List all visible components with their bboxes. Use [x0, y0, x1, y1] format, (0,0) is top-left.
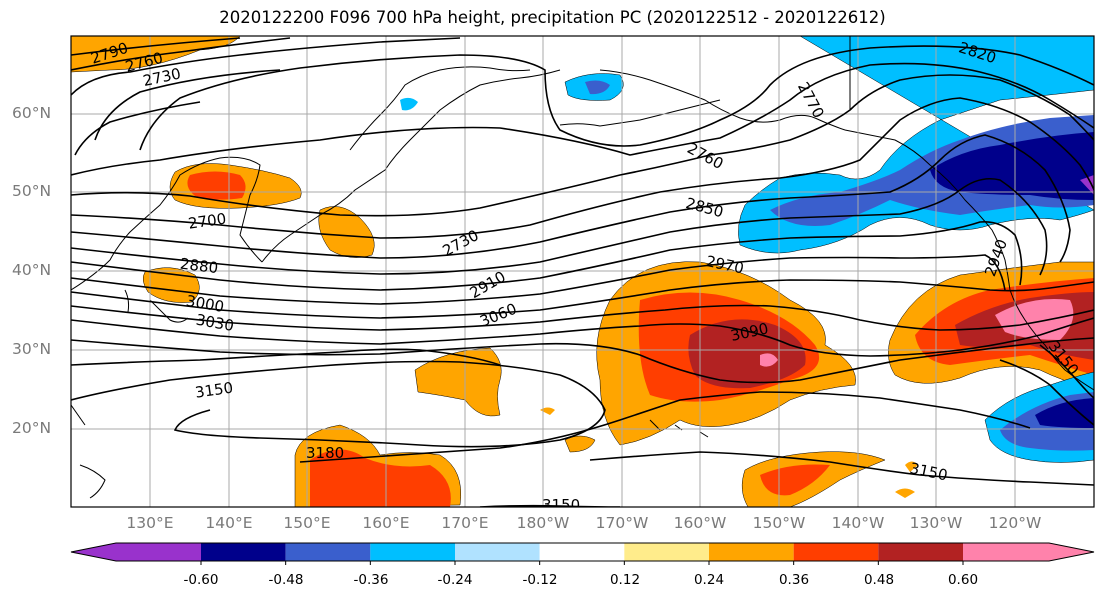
lat-label: 60°N [12, 104, 52, 122]
lon-label: 170°W [595, 514, 649, 532]
lon-label: 120°W [988, 514, 1042, 532]
contour-label: 2850 [684, 194, 726, 221]
contour-label: 2880 [179, 255, 219, 278]
height-contours [71, 37, 1094, 507]
contour-label: 3180 [306, 444, 344, 462]
contour-label: 3150 [908, 459, 949, 485]
lon-label: 160°W [673, 514, 727, 532]
lon-label: 140°W [831, 514, 885, 532]
lat-label: 40°N [12, 261, 52, 279]
lon-label: 150°E [283, 514, 331, 532]
colorbar-tick: 0.24 [693, 572, 725, 588]
lat-label: 20°N [12, 419, 52, 437]
colorbar-tick: 0.60 [947, 572, 979, 588]
colorbar-segment [793, 543, 879, 561]
contour-label: 3060 [477, 300, 519, 331]
contour-label: 2760 [684, 139, 726, 173]
colorbar-tick: -0.48 [268, 572, 304, 588]
lon-label: 130°W [909, 514, 963, 532]
map-frame [70, 35, 1095, 508]
colorbar-segment [201, 543, 286, 561]
colorbar-tick: 0.12 [609, 572, 641, 588]
lon-label: 150°W [752, 514, 806, 532]
colorbar-segment [455, 543, 540, 561]
lat-label: 50°N [12, 182, 52, 200]
lon-label: 170°E [441, 514, 489, 532]
colorbar-segment [878, 543, 963, 561]
colorbar-segment [370, 543, 455, 561]
contour-label: 2700 [187, 210, 227, 233]
contour-label: 2770 [794, 79, 828, 121]
colorbar [70, 542, 1095, 565]
lon-label: 140°E [205, 514, 253, 532]
colorbar-outline [70, 542, 1095, 562]
contour-label: 3150 [194, 379, 234, 402]
colorbar-segment [285, 543, 371, 561]
colorbar-tick: -0.60 [183, 572, 219, 588]
colorbar-segment [71, 543, 201, 561]
colorbar-segment [709, 543, 794, 561]
colorbar-tick: -0.12 [522, 572, 558, 588]
colorbar-segment [539, 543, 625, 561]
colorbar-tick: 0.48 [863, 572, 895, 588]
lon-label: 130°E [126, 514, 174, 532]
lon-label: 160°E [362, 514, 410, 532]
lat-label: 30°N [12, 340, 52, 358]
colorbar-tick: -0.24 [437, 572, 473, 588]
colorbar-segment [624, 543, 709, 561]
colorbar-tick: 0.36 [778, 572, 810, 588]
lon-label: 180°W [516, 514, 570, 532]
colorbar-segment [963, 543, 1094, 561]
colorbar-tick: -0.36 [353, 572, 389, 588]
contour-label: 3150 [542, 496, 580, 514]
coastlines [71, 36, 1094, 499]
contour-label: 2730 [440, 226, 482, 260]
map-title: 2020122200 F096 700 hPa height, precipit… [219, 8, 886, 27]
